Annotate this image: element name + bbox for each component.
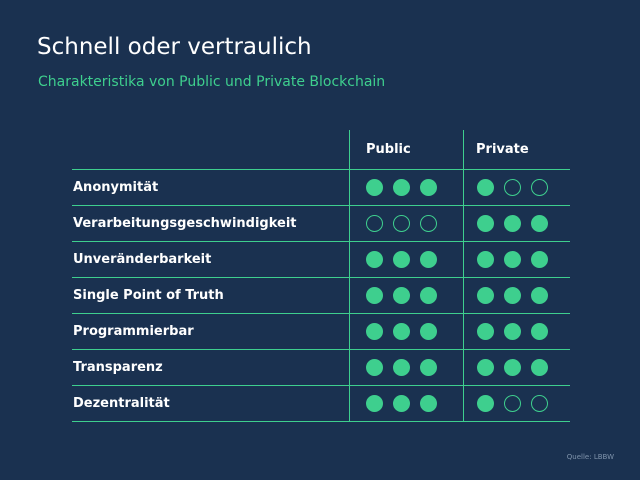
rating-dot-filled: [366, 359, 383, 376]
rating-dot-filled: [366, 179, 383, 196]
rating-dot-filled: [504, 323, 521, 340]
rating-dot-filled: [531, 287, 548, 304]
row-label: Single Point of Truth: [73, 288, 224, 303]
rating-dot-empty: [504, 395, 521, 412]
row-divider: [72, 169, 570, 170]
private-rating: [477, 287, 548, 304]
column-divider-private: [463, 130, 464, 422]
source-note: Quelle: LBBW: [566, 453, 614, 461]
rating-dot-filled: [393, 251, 410, 268]
public-rating: [366, 323, 437, 340]
row-divider: [72, 205, 570, 206]
public-rating: [366, 395, 437, 412]
rating-dot-filled: [477, 215, 494, 232]
page-subtitle: Charakteristika von Public und Private B…: [38, 74, 386, 90]
rating-dot-filled: [477, 395, 494, 412]
rating-dot-empty: [366, 215, 383, 232]
row-label: Transparenz: [73, 360, 163, 375]
rating-dot-filled: [531, 359, 548, 376]
rating-dot-empty: [531, 179, 548, 196]
rating-dot-empty: [420, 215, 437, 232]
rating-dot-filled: [477, 287, 494, 304]
rating-dot-empty: [531, 395, 548, 412]
public-rating: [366, 287, 437, 304]
row-label: Anonymität: [73, 180, 159, 195]
rating-dot-filled: [504, 359, 521, 376]
rating-dot-filled: [393, 287, 410, 304]
row-label: Programmierbar: [73, 324, 194, 339]
page-title: Schnell oder vertraulich: [37, 34, 312, 60]
rating-dot-filled: [531, 215, 548, 232]
rating-dot-filled: [366, 395, 383, 412]
rating-dot-filled: [393, 323, 410, 340]
rating-dot-filled: [393, 179, 410, 196]
rating-dot-empty: [393, 215, 410, 232]
rating-dot-filled: [366, 287, 383, 304]
private-rating: [477, 359, 548, 376]
row-divider: [72, 313, 570, 314]
rating-dot-filled: [420, 179, 437, 196]
rating-dot-filled: [393, 395, 410, 412]
row-divider: [72, 277, 570, 278]
rating-dot-filled: [420, 359, 437, 376]
public-rating: [366, 251, 437, 268]
row-label: Unveränderbarkeit: [73, 252, 212, 267]
column-header-public: Public: [366, 142, 411, 157]
rating-dot-filled: [504, 215, 521, 232]
rating-dot-filled: [420, 251, 437, 268]
row-label: Verarbeitungsgeschwindigkeit: [73, 216, 297, 231]
rating-dot-filled: [504, 287, 521, 304]
rating-dot-filled: [420, 395, 437, 412]
row-label: Dezentralität: [73, 396, 170, 411]
row-divider: [72, 349, 570, 350]
rating-dot-filled: [366, 323, 383, 340]
rating-dot-filled: [477, 323, 494, 340]
public-rating: [366, 215, 437, 232]
rating-dot-filled: [477, 179, 494, 196]
rating-dot-filled: [531, 251, 548, 268]
public-rating: [366, 359, 437, 376]
rating-dot-filled: [366, 251, 383, 268]
row-divider: [72, 241, 570, 242]
column-header-private: Private: [476, 142, 529, 157]
rating-dot-filled: [477, 359, 494, 376]
rating-dot-filled: [393, 359, 410, 376]
rating-dot-empty: [504, 179, 521, 196]
row-divider: [72, 385, 570, 386]
private-rating: [477, 323, 548, 340]
private-rating: [477, 251, 548, 268]
rating-dot-filled: [420, 323, 437, 340]
row-divider: [72, 421, 570, 422]
rating-dot-filled: [531, 323, 548, 340]
rating-dot-filled: [420, 287, 437, 304]
private-rating: [477, 215, 548, 232]
rating-dot-filled: [504, 251, 521, 268]
private-rating: [477, 395, 548, 412]
rating-dot-filled: [477, 251, 494, 268]
public-rating: [366, 179, 437, 196]
column-divider-public: [349, 130, 350, 422]
private-rating: [477, 179, 548, 196]
